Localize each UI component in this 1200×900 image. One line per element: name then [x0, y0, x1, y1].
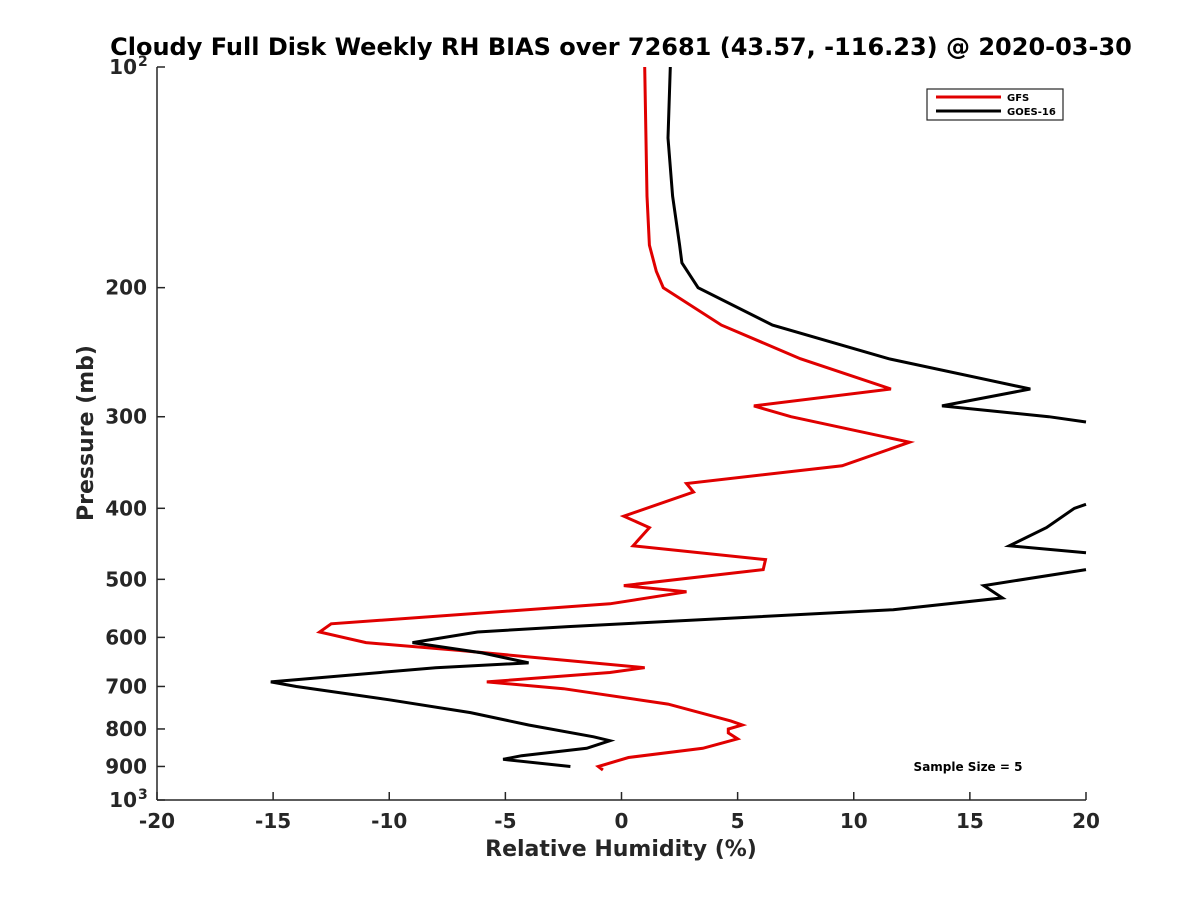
y-tick-label: 800: [105, 717, 147, 741]
x-tick-label: 0: [615, 809, 629, 833]
x-tick-label: 15: [956, 809, 984, 833]
y-tick-exponent: 2: [138, 54, 148, 70]
x-tick-label: -15: [255, 809, 291, 833]
x-tick-label: 10: [840, 809, 868, 833]
y-tick-label: 200: [105, 276, 147, 300]
y-axis-label: Pressure (mb): [74, 345, 99, 521]
series-line-gfs: [315, 66, 916, 772]
chart-title: Cloudy Full Disk Weekly RH BIAS over 726…: [110, 33, 1132, 61]
x-tick-label: -20: [139, 809, 175, 833]
y-tick-label: 300: [105, 405, 147, 429]
series-layer: [270, 66, 1087, 772]
series-line-goes-16: [270, 66, 1087, 768]
legend-box: [926, 88, 1064, 121]
legend-label-goes-16: GOES-16: [1007, 107, 1056, 118]
y-tick-label: 600: [105, 625, 147, 649]
y-tick-label: 700: [105, 674, 147, 698]
x-ticks: -20 -15 -10 -5 0 5 10 15 20: [139, 792, 1100, 833]
y-tick-label: 500: [105, 567, 147, 591]
sample-size-annotation: Sample Size = 5: [914, 760, 1023, 774]
x-axis-label: Relative Humidity (%): [485, 837, 757, 862]
y-tick-label: 10: [109, 788, 137, 812]
legend-label-gfs: GFS: [1007, 93, 1029, 104]
y-tick-exponent: 3: [138, 787, 148, 803]
y-tick-label: 10: [109, 55, 137, 79]
legend: GFS GOES-16: [926, 88, 1064, 121]
y-tick-label: 400: [105, 496, 147, 520]
x-tick-label: 20: [1072, 809, 1100, 833]
x-tick-label: 5: [731, 809, 745, 833]
y-tick-label: 900: [105, 754, 147, 778]
axes-background: [157, 67, 1086, 800]
plot-area: -20 -15 -10 -5 0 5 10 15 20 10 220030040050060070…: [105, 54, 1100, 833]
x-tick-label: -10: [371, 809, 407, 833]
x-tick-label: -5: [494, 809, 516, 833]
